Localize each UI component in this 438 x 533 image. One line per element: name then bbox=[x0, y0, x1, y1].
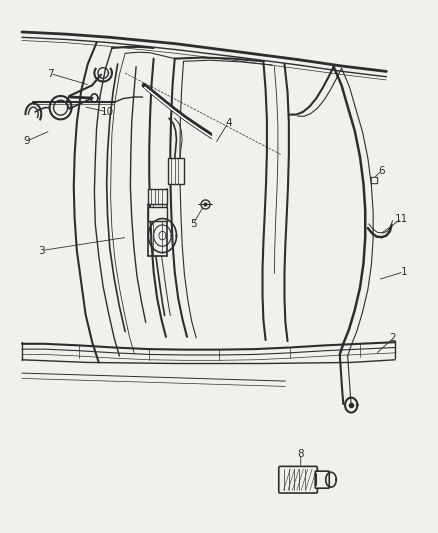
Text: 1: 1 bbox=[399, 267, 406, 277]
Text: 5: 5 bbox=[189, 219, 196, 229]
Text: 11: 11 bbox=[394, 214, 407, 223]
FancyBboxPatch shape bbox=[167, 158, 184, 184]
Text: 8: 8 bbox=[297, 449, 304, 459]
Text: 3: 3 bbox=[38, 246, 45, 255]
FancyBboxPatch shape bbox=[148, 189, 166, 204]
Text: 2: 2 bbox=[389, 334, 396, 343]
Text: 4: 4 bbox=[224, 118, 231, 127]
Text: 7: 7 bbox=[47, 69, 54, 78]
FancyBboxPatch shape bbox=[314, 471, 328, 488]
Text: 9: 9 bbox=[23, 136, 30, 146]
FancyBboxPatch shape bbox=[148, 207, 166, 221]
Text: 10: 10 bbox=[101, 107, 114, 117]
Text: 6: 6 bbox=[378, 166, 385, 175]
FancyBboxPatch shape bbox=[278, 466, 317, 493]
